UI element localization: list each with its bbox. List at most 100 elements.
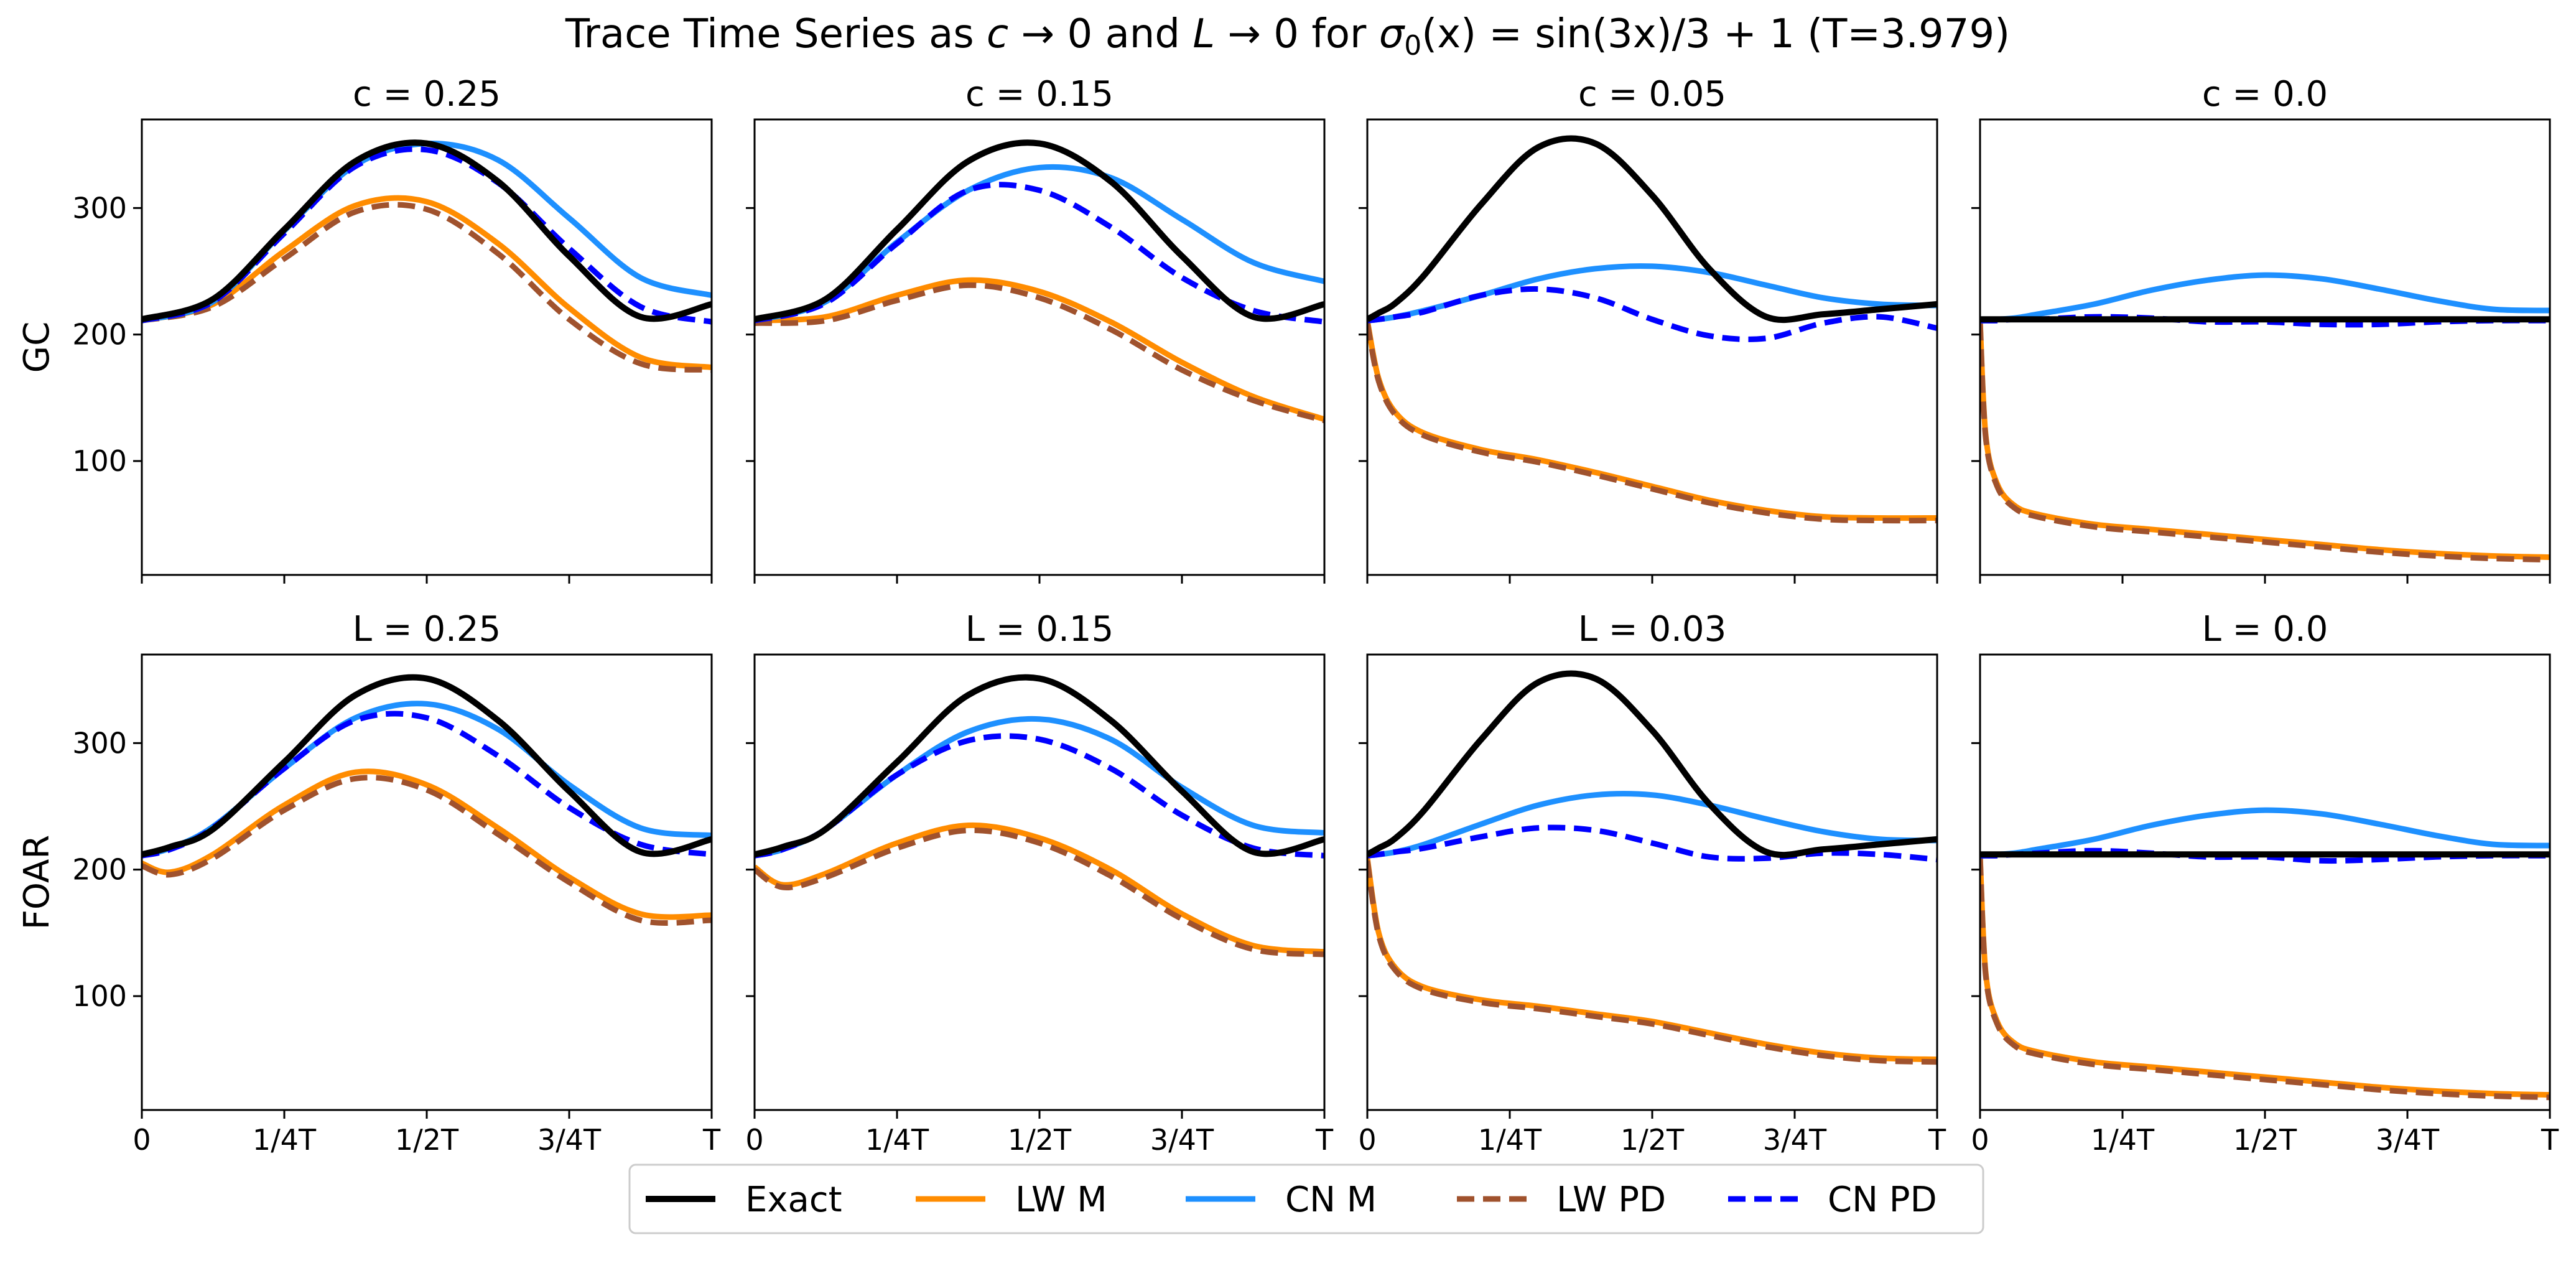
legend-label: LW PD <box>1556 1180 1666 1220</box>
subplot-title: L = 0.0 <box>2202 609 2328 650</box>
y-tick-label: 200 <box>72 853 127 887</box>
subplot-title: c = 0.05 <box>1578 74 1726 114</box>
y-tick-label: 100 <box>72 979 127 1013</box>
y-tick-label: 300 <box>72 726 127 760</box>
x-tick-label: T <box>1315 1123 1334 1157</box>
subplot-title: c = 0.15 <box>965 74 1114 114</box>
title-l-symbol: L <box>1193 11 1215 57</box>
x-tick-label: 3/4T <box>2376 1123 2440 1157</box>
series-group <box>1980 807 2550 1101</box>
series-group <box>142 674 712 926</box>
title-sigma-symbol: σ <box>1379 11 1406 57</box>
legend-entry-cn-pd: CN PD <box>1728 1180 1937 1220</box>
series-line-cn-pd <box>1367 824 1937 862</box>
series-group <box>1980 272 2550 563</box>
series-line-lw-pd <box>142 775 712 926</box>
subplot-gc-0: 100 200 300 c = 0.25 GC <box>17 74 713 584</box>
series-line-lw-m <box>1367 857 1937 1063</box>
series-line-cn-m <box>1980 272 2550 324</box>
x-tick-label: 3/4T <box>1763 1123 1827 1157</box>
x-tick-label: 1/4T <box>2091 1123 2155 1157</box>
x-tick-label: 3/4T <box>537 1123 602 1157</box>
series-line-exact <box>755 674 1324 858</box>
series-line-lw-pd <box>1367 860 1937 1065</box>
x-tick-label: 0 <box>1358 1123 1376 1157</box>
y-tick-label: 200 <box>72 318 127 352</box>
series-group <box>755 674 1324 958</box>
series-line-exact <box>142 139 712 323</box>
legend-entry-cn-m: CN M <box>1186 1180 1377 1220</box>
subplot-title: c = 0.25 <box>353 74 501 114</box>
series-line-lw-m <box>142 195 712 370</box>
subplot-gc-2: c = 0.05 <box>1359 74 1938 584</box>
series-line-cn-pd <box>1367 286 1937 342</box>
series-line-lw-pd <box>755 828 1324 958</box>
series-line-cn-pd <box>755 182 1324 325</box>
series-line-lw-pd <box>1980 858 2550 1101</box>
x-tick-label: 1/2T <box>2233 1123 2297 1157</box>
series-line-cn-pd <box>142 146 712 325</box>
series-line-lw-pd <box>755 282 1324 424</box>
legend-label: Exact <box>745 1180 842 1220</box>
legend-entry-exact: Exact <box>646 1180 842 1220</box>
x-tick-label: 1/2T <box>1620 1123 1685 1157</box>
subplot-foar-1: 0 1/4T 1/2T 3/4T T L = 0.15 <box>745 609 1334 1157</box>
series-line-lw-m <box>142 768 712 920</box>
series-line-lw-pd <box>1980 323 2550 563</box>
x-tick-label: 1/2T <box>1008 1123 1072 1157</box>
title-part: → 0 and <box>1008 11 1193 57</box>
title-c-symbol: c <box>987 11 1008 57</box>
x-tick-label: 0 <box>133 1123 151 1157</box>
x-tick-label: 0 <box>745 1123 763 1157</box>
subplot-title: c = 0.0 <box>2202 74 2328 114</box>
x-tick-label: 3/4T <box>1150 1123 1214 1157</box>
series-line-exact <box>755 139 1324 323</box>
series-group <box>142 139 712 373</box>
row-label: FOAR <box>17 835 57 930</box>
series-line-cn-pd <box>755 733 1324 859</box>
legend-label: LW M <box>1015 1180 1107 1220</box>
x-tick-label: T <box>1928 1123 1946 1157</box>
y-tick-label: 300 <box>72 191 127 225</box>
plot-frame <box>1979 653 2551 1111</box>
series-line-lw-m <box>755 277 1324 422</box>
legend-label: CN PD <box>1828 1180 1937 1220</box>
legend-entry-lw-m: LW M <box>916 1180 1107 1220</box>
legend-frame <box>628 1163 1984 1234</box>
series-group <box>1367 135 1937 524</box>
series-line-cn-m <box>755 164 1324 324</box>
x-tick-label: T <box>2541 1123 2559 1157</box>
subplot-title: L = 0.03 <box>1578 609 1726 650</box>
series-line-exact <box>142 674 712 858</box>
x-tick-label: 1/4T <box>253 1123 317 1157</box>
row-label: GC <box>17 322 57 373</box>
title-part: (x) = sin(3x)/3 + 1 (T=3.979) <box>1421 11 2010 57</box>
x-tick-label: 1/2T <box>395 1123 459 1157</box>
plot-frame <box>1366 653 1938 1111</box>
subplot-gc-3: c = 0.0 <box>1971 74 2551 584</box>
title-part: → 0 for <box>1215 11 1379 57</box>
x-tick-label: 1/4T <box>865 1123 929 1157</box>
x-tick-label: 0 <box>1971 1123 1989 1157</box>
subplot-title: L = 0.25 <box>353 609 501 650</box>
series-line-lw-pd <box>1367 322 1937 524</box>
legend: Exact LW M CN M LW PD CN PD <box>628 1163 1984 1234</box>
subplot-gc-1: c = 0.15 <box>746 74 1326 584</box>
plot-frame <box>1366 118 1938 576</box>
plot-frame <box>141 653 713 1111</box>
title-subscript: 0 <box>1404 30 1421 62</box>
subplot-grid: 100 200 300 c = 0.25 GC c = 0.15 c = 0.05 c = 0… <box>17 74 2559 1157</box>
figure-title: Trace Time Series as c → 0 and L → 0 for… <box>565 11 2010 62</box>
series-line-exact <box>1367 670 1937 859</box>
subplot-foar-3: 0 1/4T 1/2T 3/4T T L = 0.0 <box>1971 609 2559 1157</box>
series-line-lw-m <box>755 822 1324 955</box>
series-line-cn-m <box>142 701 712 859</box>
series-group <box>755 139 1324 424</box>
series-line-lw-pd <box>142 202 712 373</box>
subplot-foar-0: 100 200 300 0 1/4T 1/2T 3/4T T L = 0.25 FOAR <box>17 609 721 1157</box>
x-tick-label: 1/4T <box>1478 1123 1542 1157</box>
y-tick-label: 100 <box>72 444 127 478</box>
series-line-exact <box>1367 135 1937 324</box>
subplot-foar-2: 0 1/4T 1/2T 3/4T T L = 0.03 <box>1358 609 1946 1157</box>
legend-entry-lw-pd: LW PD <box>1457 1180 1666 1220</box>
